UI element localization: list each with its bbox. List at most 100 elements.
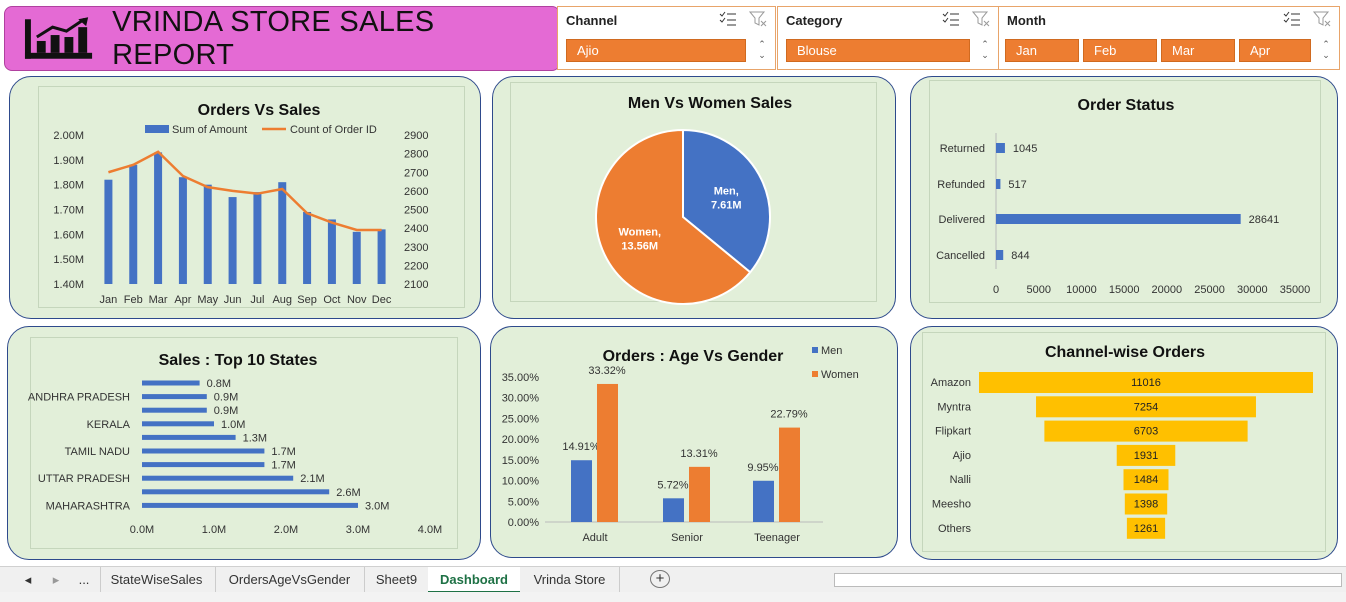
y-left-tick-label: 1.90M — [53, 155, 84, 167]
multi-select-icon[interactable] — [942, 11, 960, 27]
slicer-item-mar[interactable]: Mar — [1161, 39, 1235, 62]
x-tick-label: Jan — [100, 294, 118, 306]
data-label: 14.91% — [562, 441, 600, 453]
legend-label: Sum of Amount — [172, 124, 247, 136]
bar — [753, 480, 774, 522]
slicer-item-ajio[interactable]: Ajio — [566, 39, 746, 62]
bar — [142, 394, 207, 400]
tab-more[interactable]: ... — [78, 572, 90, 587]
y-tick-label: 20.00% — [502, 434, 540, 446]
data-label: 0.9M — [214, 405, 238, 417]
orders-vs-sales-panel: Orders Vs Sales 1.40M 1.50M 1.60M 1.70M 1.80… — [9, 76, 481, 319]
legend-label: Count of Order ID — [290, 124, 377, 136]
chart-title: Orders Vs Sales — [198, 102, 321, 119]
x-tick-label: Dec — [372, 294, 392, 306]
y-tick-label: Ajio — [953, 450, 971, 462]
multi-select-icon[interactable] — [1283, 11, 1301, 27]
y-left-tick-label: 1.70M — [53, 205, 84, 217]
y-tick-label: Others — [938, 523, 972, 535]
report-header: VRINDA STORE SALES REPORT — [4, 6, 560, 71]
bar — [129, 164, 138, 284]
chart-title: Orders : Age Vs Gender — [603, 348, 784, 365]
x-tick-label: 0 — [993, 284, 999, 296]
y-tick-label: 30.00% — [502, 393, 540, 405]
y-right-tick-label: 2300 — [404, 242, 428, 254]
data-label: 0.8M — [207, 378, 231, 390]
y-right-tick-label: 2600 — [404, 186, 428, 198]
bar — [303, 211, 312, 284]
x-tick-label: 5000 — [1026, 284, 1050, 296]
y-right-tick-label: 2500 — [404, 205, 428, 217]
age-vs-gender-chart: Orders : Age Vs Gender 0.00% 5.00% 10.00% 1… — [502, 345, 859, 544]
slicer-item-feb[interactable]: Feb — [1083, 39, 1157, 62]
y-left-tick-label: 2.00M — [53, 130, 84, 142]
y-tick-label: Cancelled — [936, 250, 985, 262]
y-tick-label: Returned — [940, 143, 985, 155]
y-tick-label: Flipkart — [935, 426, 971, 438]
y-left-tick-label: 1.80M — [53, 180, 84, 192]
bar — [142, 462, 265, 468]
funnel-bar — [1126, 517, 1166, 539]
funnel-bar — [1124, 493, 1168, 515]
data-label: 11016 — [1131, 377, 1161, 389]
bar — [996, 143, 1005, 153]
y-tick-label: Meesho — [932, 499, 971, 511]
x-tick-label: 1.0M — [202, 524, 226, 536]
data-label: 2.1M — [300, 473, 324, 485]
channel-orders-chart: Channel-wise Orders 11016 Amazon 7254 Myntr… — [931, 344, 1313, 539]
slicer-item-apr[interactable]: Apr — [1239, 39, 1311, 62]
bar — [278, 182, 287, 284]
tab-scroll-left-icon[interactable]: ◂ — [24, 572, 32, 587]
y-tick-label: ANDHRA PRADESH — [28, 392, 130, 404]
bar — [597, 383, 618, 522]
legend-label: Women — [821, 369, 859, 381]
slice-label: Women, — [618, 226, 661, 238]
x-tick-label: 15000 — [1109, 284, 1140, 296]
x-tick-label: Nov — [347, 294, 367, 306]
clear-filter-icon[interactable] — [972, 11, 990, 27]
y-tick-label: 5.00% — [508, 496, 539, 508]
y-tick-label: 35.00% — [502, 372, 540, 384]
bar — [228, 197, 237, 284]
clear-filter-icon[interactable] — [749, 11, 767, 27]
data-label: 22.79% — [770, 409, 808, 421]
legend-swatch — [812, 371, 818, 377]
add-sheet-icon[interactable]: + — [650, 570, 670, 588]
bar — [178, 177, 187, 284]
slicer-item-blouse[interactable]: Blouse — [786, 39, 970, 62]
slicer-scroll[interactable]: ⌃ ⌄ — [981, 39, 989, 60]
bar — [142, 502, 358, 508]
y-right-tick-label: 2900 — [404, 130, 428, 142]
pie-slice — [595, 128, 752, 305]
tab-dashboard[interactable]: Dashboard — [428, 567, 520, 593]
y-right-tick-label: 2800 — [404, 149, 428, 161]
y-tick-label: 0.00% — [508, 517, 539, 529]
bar — [142, 407, 207, 413]
tab-ordersagevsgender[interactable]: OrdersAgeVsGender — [215, 567, 363, 593]
horizontal-scrollbar[interactable] — [834, 573, 1342, 587]
tab-scroll-right-icon[interactable]: ▸ — [52, 572, 60, 587]
x-tick-label: 0.0M — [130, 524, 154, 536]
legend-label: Men — [821, 345, 842, 357]
x-tick-label: Teenager — [754, 532, 800, 544]
x-tick-label: 30000 — [1237, 284, 1268, 296]
bar — [996, 214, 1241, 224]
legend-swatch — [145, 125, 169, 133]
y-left-tick-label: 1.40M — [53, 279, 84, 291]
slicer-scroll[interactable]: ⌃ ⌄ — [1322, 39, 1330, 60]
tab-statewisesales[interactable]: StateWiseSales — [100, 567, 212, 593]
funnel-bar — [1044, 420, 1248, 442]
slicer-scroll[interactable]: ⌃ ⌄ — [758, 39, 766, 60]
data-label: 1261 — [1134, 523, 1158, 535]
bar — [571, 460, 592, 522]
funnel-bar — [979, 372, 1313, 393]
data-label: 1.7M — [271, 460, 295, 472]
slicer-item-jan[interactable]: Jan — [1005, 39, 1079, 62]
tab-vrinda-store[interactable]: Vrinda Store — [520, 567, 620, 593]
chart-title: Order Status — [1078, 97, 1175, 114]
men-vs-women-panel: Men Vs Women Sales Men, 7.61M Women, 13.56M — [492, 76, 896, 319]
clear-filter-icon[interactable] — [1313, 11, 1331, 27]
tab-sheet9[interactable]: Sheet9 — [364, 567, 428, 593]
data-label: 13.31% — [680, 448, 718, 460]
multi-select-icon[interactable] — [719, 11, 737, 27]
